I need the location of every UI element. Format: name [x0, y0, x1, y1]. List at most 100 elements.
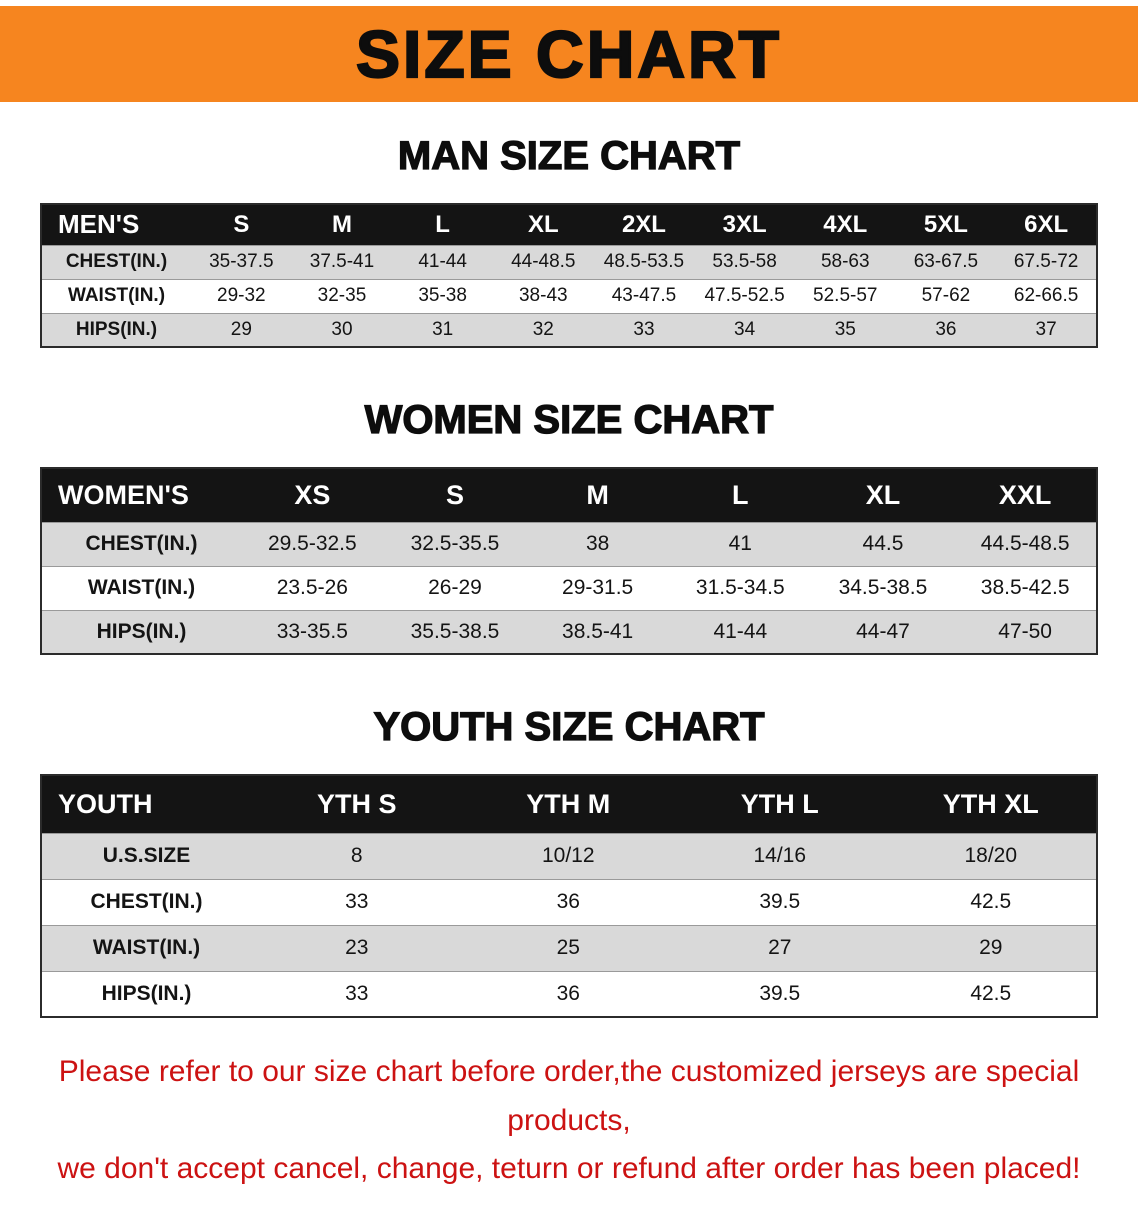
size-value-cell: 48.5-53.5 [603, 251, 685, 272]
table-row: WAIST(IN.) 29-32 32-35 35-38 38-43 43-47.5 47.… [41, 279, 1097, 313]
row-label-cell: CHEST(IN.) [85, 532, 198, 555]
table-row: U.S.SIZE 8 10/12 14/16 18/20 [41, 833, 1097, 879]
table-title-cell: MEN'S [41, 204, 191, 245]
size-header-cell: XL [492, 204, 594, 245]
size-value-cell: 44.5 [862, 532, 904, 555]
size-value-cell: 42.5 [970, 890, 1012, 913]
size-value-cell: 38 [585, 532, 610, 555]
size-header-cell: XS [241, 468, 384, 522]
size-header-cell: XXL [954, 468, 1097, 522]
size-value-cell: 29.5-32.5 [267, 532, 357, 555]
size-value-cell: 37.5-41 [309, 251, 375, 272]
size-value-cell: 35 [834, 318, 856, 340]
size-header-cell: M [291, 204, 393, 245]
size-value-cell: 37 [1035, 318, 1057, 340]
table-row: HIPS(IN.) 33 36 39.5 42.5 [41, 971, 1097, 1017]
table-header-row: YOUTH YTH S YTH M YTH L YTH XL [41, 775, 1097, 833]
size-value-cell: 18/20 [964, 844, 1018, 867]
disclaimer-line-2: we don't accept cancel, change, teturn o… [57, 1152, 1081, 1186]
table-row: CHEST(IN.) 33 36 39.5 42.5 [41, 879, 1097, 925]
size-header-cell: XL [811, 468, 955, 522]
youth-size-section: YOUTH SIZE CHART YOUTH YTH S YTH M YTH L YTH… [0, 704, 1138, 1018]
size-header-cell: M [526, 468, 669, 522]
size-value-cell: 29-31.5 [562, 576, 634, 599]
size-header-cell: L [392, 204, 493, 245]
size-value-cell: 35-38 [418, 285, 467, 306]
row-label-cell: HIPS(IN.) [96, 619, 187, 643]
size-value-cell: 33 [345, 981, 369, 1005]
size-value-cell: 10/12 [541, 844, 595, 867]
table-row: WAIST(IN.) 23.5-26 26-29 29-31.5 31.5-34.5 34… [41, 566, 1097, 610]
size-value-cell: 33-35.5 [276, 619, 348, 643]
size-value-cell: 39.5 [759, 981, 801, 1005]
men-size-section: MAN SIZE CHART MEN'S S M L XL 2XL 3XL 4XL 5XL 6XL… [0, 133, 1138, 348]
size-value-cell: 29 [979, 936, 1003, 959]
size-header-cell: YTH S [251, 775, 463, 833]
size-value-cell: 47-50 [998, 619, 1052, 643]
size-value-cell: 33 [345, 890, 369, 913]
size-header-cell: 4XL [794, 204, 896, 245]
size-value-cell: 34.5-38.5 [838, 576, 928, 599]
size-value-cell: 35.5-38.5 [410, 619, 500, 643]
youth-size-table: YOUTH YTH S YTH M YTH L YTH XL U.S.SIZE 8 10/12… [40, 774, 1098, 1018]
size-value-cell: 36 [556, 890, 580, 913]
size-value-cell: 26-29 [428, 576, 482, 599]
size-header-cell: 2XL [593, 204, 695, 245]
size-header-cell: 6XL [996, 204, 1097, 245]
size-value-cell: 57-62 [921, 285, 971, 306]
size-header-cell: S [191, 204, 292, 245]
size-value-cell: 25 [556, 936, 580, 959]
row-label-cell: WAIST(IN.) [92, 936, 201, 959]
women-size-table: WOMEN'S XS S M L XL XXL CHEST(IN.) 29.5-32.5 32.5… [40, 467, 1098, 655]
table-row: CHEST(IN.) 29.5-32.5 32.5-35.5 38 41 44.5 44.5… [41, 522, 1097, 566]
size-value-cell: 38.5-41 [562, 619, 634, 643]
size-value-cell: 39.5 [759, 890, 801, 913]
size-header-cell: 3XL [694, 204, 795, 245]
size-value-cell: 44-48.5 [511, 251, 576, 272]
size-value-cell: 42.5 [970, 981, 1012, 1005]
row-label-cell: WAIST(IN.) [67, 285, 166, 306]
size-value-cell: 32-35 [317, 285, 367, 306]
table-header-row: MEN'S S M L XL 2XL 3XL 4XL 5XL 6XL [41, 204, 1097, 245]
row-label-cell: U.S.SIZE [102, 844, 191, 867]
size-value-cell: 44-47 [856, 619, 910, 643]
size-value-cell: 34 [734, 318, 756, 340]
size-value-cell: 33 [633, 318, 655, 340]
size-value-cell: 35-37.5 [209, 251, 274, 272]
row-label-cell: HIPS(IN.) [101, 981, 192, 1005]
size-value-cell: 32.5-35.5 [410, 532, 500, 555]
size-header-cell: L [668, 468, 812, 522]
row-label-cell: WAIST(IN.) [87, 576, 196, 599]
size-value-cell: 43-47.5 [611, 285, 677, 306]
table-header-row: WOMEN'S XS S M L XL XXL [41, 468, 1097, 522]
size-value-cell: 29-32 [217, 285, 266, 306]
table-row: CHEST(IN.) 35-37.5 37.5-41 41-44 44-48.5 48.5… [41, 245, 1097, 279]
women-size-section: WOMEN SIZE CHART WOMEN'S XS S M L XL XXL CHEST(… [0, 397, 1138, 655]
size-value-cell: 67.5-72 [1013, 251, 1079, 272]
size-header-cell: YTH XL [885, 775, 1097, 833]
size-chart-page: SIZE CHART MAN SIZE CHART MEN'S S M L XL 2XL 3… [0, 6, 1138, 1194]
size-value-cell: 31.5-34.5 [695, 576, 785, 599]
table-title-cell: YOUTH [41, 775, 251, 833]
size-value-cell: 53.5-58 [712, 251, 777, 272]
size-header-cell: S [383, 468, 527, 522]
men-section-heading: MAN SIZE CHART [397, 133, 741, 178]
size-value-cell: 47.5-52.5 [704, 285, 785, 306]
youth-section-heading: YOUTH SIZE CHART [373, 704, 765, 749]
size-value-cell: 23.5-26 [276, 576, 348, 599]
size-value-cell: 62-66.5 [1013, 285, 1079, 306]
size-value-cell: 14/16 [753, 844, 807, 867]
size-value-cell: 23 [345, 936, 369, 959]
size-value-cell: 41-44 [418, 251, 467, 272]
size-value-cell: 36 [556, 981, 580, 1005]
size-header-cell: YTH L [674, 775, 886, 833]
size-value-cell: 58-63 [820, 251, 870, 272]
men-size-table: MEN'S S M L XL 2XL 3XL 4XL 5XL 6XL CHEST(IN.) 35-37… [40, 203, 1098, 348]
size-value-cell: 30 [331, 318, 353, 340]
size-header-cell: 5XL [895, 204, 997, 245]
banner: SIZE CHART [0, 6, 1138, 102]
size-value-cell: 41 [728, 532, 752, 555]
size-value-cell: 52.5-57 [813, 285, 878, 306]
size-value-cell: 36 [935, 318, 957, 340]
size-header-cell: YTH M [462, 775, 674, 833]
